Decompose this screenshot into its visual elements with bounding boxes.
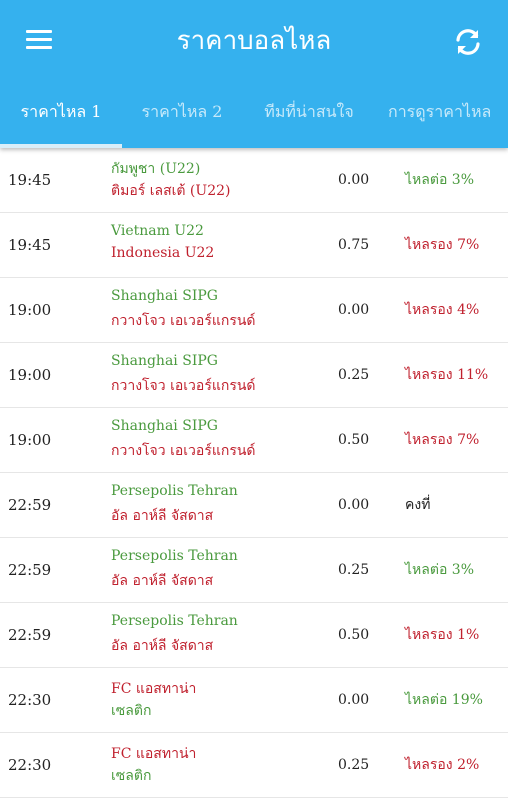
active-tab-indicator [0,144,122,148]
handicap-rate: 0.25 [338,367,370,383]
home-team: Vietnam U22 [111,223,204,239]
tab-bar: ราคาไหล 1 ราคาไหล 2 ทีมที่น่าสนใจ การดูร… [0,82,508,148]
away-team: อัล อาห์ลี จัสดาส [111,638,214,654]
handicap-rate: 0.25 [338,562,370,578]
match-row[interactable]: 19:45 กัมพูชา (U22) ติมอร์ เลสเต้ (U22) 0.0… [0,148,508,213]
kickoff-time: 22:59 [8,561,52,579]
handicap-rate: 0.00 [338,497,370,513]
odds-movement: ไหลรอง 1% [405,627,480,643]
home-team: FC แอสทาน่า [111,681,197,697]
odds-movement: ไหลรอง 7% [405,237,480,253]
match-row[interactable]: 19:00 Shanghai SIPG กวางโจว เอเวอร์แกรนด์ 0… [0,408,508,473]
odds-movement: ไหลต่อ 19% [405,692,483,708]
kickoff-time: 22:59 [8,496,52,514]
kickoff-time: 19:45 [8,236,52,254]
match-row[interactable]: 19:00 Shanghai SIPG กวางโจว เอเวอร์แกรนด์ 0… [0,278,508,343]
kickoff-time: 22:30 [8,756,52,774]
home-team: Shanghai SIPG [111,288,218,304]
app-bar: ราคาบอลไหล ราคาไหล 1 ราคาไหล 2 ทีมที่น่า… [0,0,508,148]
page-title: ราคาบอลไหล [176,26,332,56]
kickoff-time: 19:00 [8,431,52,449]
away-team: อัล อาห์ลี จัสดาส [111,573,214,589]
handicap-rate: 0.75 [338,237,370,253]
odds-movement: ไหลรอง 7% [405,432,480,448]
kickoff-time: 19:45 [8,171,52,189]
odds-movement: ไหลรอง 4% [405,302,480,318]
match-row[interactable]: 22:30 FC แอสทาน่าเซลติก 0.00 ไหลต่อ 19% [0,668,508,733]
odds-movement: ไหลต่อ 3% [405,172,475,188]
match-row[interactable]: 22:59 Persepolis Tehran อัล อาห์ลี จัสดาส 0… [0,473,508,538]
handicap-rate: 0.00 [338,302,370,318]
match-row[interactable]: 19:45 Vietnam U22 Indonesia U22 0.75 ไหลรอง … [0,213,508,278]
home-team: Shanghai SIPG [111,418,218,434]
handicap-rate: 0.00 [338,172,370,188]
handicap-rate: 0.00 [338,692,370,708]
kickoff-time: 22:30 [8,691,52,709]
odds-movement: ไหลต่อ 3% [405,562,475,578]
kickoff-time: 19:00 [8,301,52,319]
home-team: Shanghai SIPG [111,353,218,369]
tab-interesting-teams[interactable]: ทีมที่น่าสนใจ [264,102,354,121]
away-team: อัล อาห์ลี จัสดาส [111,508,214,524]
home-team: Persepolis Tehran [111,548,238,564]
match-row[interactable]: 22:59 Persepolis Tehran อัล อาห์ลี จัสดาส 0… [0,603,508,668]
match-row[interactable]: 22:59 Persepolis Tehran อัล อาห์ลี จัสดาส 0… [0,538,508,603]
odds-movement: ไหลรอง 11% [405,367,489,383]
away-team: Indonesia U22 [111,245,215,261]
match-list: 19:45 กัมพูชา (U22) ติมอร์ เลสเต้ (U22) 0.0… [0,148,508,798]
away-team: ติมอร์ เลสเต้ (U22) [111,183,231,199]
match-row[interactable]: 22:30 FC แอสทาน่าเซลติก 0.25 ไหลรอง 2% [0,733,508,798]
match-row[interactable]: 19:00 Shanghai SIPG กวางโจว เอเวอร์แกรนด์ 0… [0,343,508,408]
away-team: กวางโจว เอเวอร์แกรนด์ [111,443,256,459]
hamburger-menu-icon[interactable] [26,28,54,52]
kickoff-time: 19:00 [8,366,52,384]
tab-how-to-read[interactable]: การดูราคาไหล [388,102,492,121]
handicap-rate: 0.25 [338,757,370,773]
refresh-icon[interactable] [452,26,484,58]
away-team: เซลติก [111,703,152,719]
home-team: Persepolis Tehran [111,613,238,629]
handicap-rate: 0.50 [338,432,370,448]
away-team: กวางโจว เอเวอร์แกรนด์ [111,313,256,329]
away-team: เซลติก [111,768,152,784]
away-team: กวางโจว เอเวอร์แกรนด์ [111,378,256,394]
tab-rate-flow-2[interactable]: ราคาไหล 2 [141,102,223,121]
tab-rate-flow-1[interactable]: ราคาไหล 1 [20,102,102,121]
kickoff-time: 22:59 [8,626,52,644]
odds-movement: คงที่ [405,497,431,513]
handicap-rate: 0.50 [338,627,370,643]
home-team: Persepolis Tehran [111,483,238,499]
home-team: กัมพูชา (U22) [111,161,201,177]
home-team: FC แอสทาน่า [111,746,197,762]
odds-movement: ไหลรอง 2% [405,757,480,773]
